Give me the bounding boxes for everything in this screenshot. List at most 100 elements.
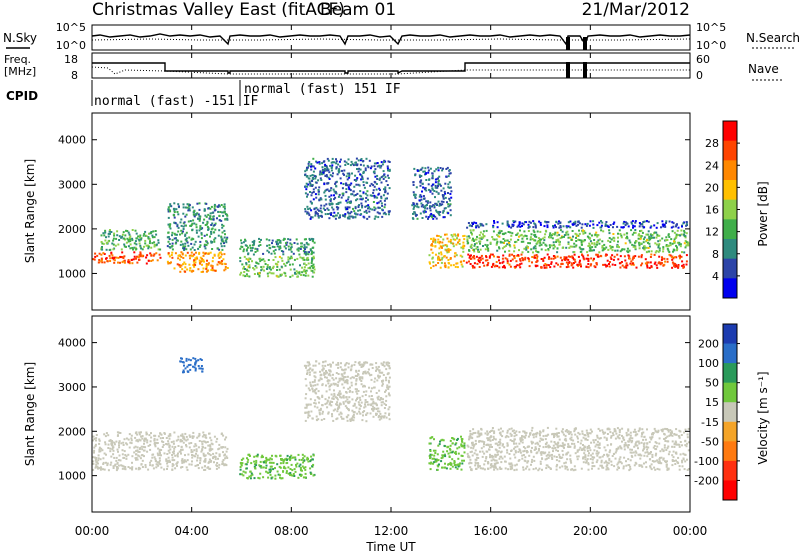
heatmap-cell — [557, 435, 560, 438]
heatmap-cell — [192, 211, 195, 214]
heatmap-cell — [288, 457, 291, 460]
heatmap-cell — [153, 243, 156, 246]
heatmap-cell — [263, 269, 266, 272]
heatmap-cell — [335, 418, 338, 421]
heatmap-cell — [385, 395, 388, 398]
heatmap-cell — [460, 444, 463, 447]
heatmap-cell — [280, 477, 283, 480]
heatmap-cell — [503, 446, 506, 449]
heatmap-cell — [276, 265, 279, 268]
heatmap-cell — [98, 446, 101, 449]
heatmap-cell — [343, 173, 345, 176]
heatmap-cell — [577, 264, 580, 267]
heatmap-cell — [606, 259, 609, 262]
heatmap-cell — [584, 434, 587, 437]
heatmap-cell — [310, 216, 313, 219]
heatmap-cell — [118, 454, 121, 457]
heatmap-cell — [427, 183, 430, 186]
heatmap-cell — [312, 198, 315, 201]
heatmap-cell — [312, 170, 315, 173]
heatmap-cell — [311, 417, 314, 420]
heatmap-cell — [168, 446, 171, 449]
heatmap-cell — [373, 217, 376, 220]
heatmap-cell — [214, 237, 217, 240]
heatmap-cell — [211, 260, 214, 263]
heatmap-cell — [166, 460, 169, 462]
heatmap-cell — [287, 466, 290, 469]
heatmap-cell — [614, 264, 617, 266]
heatmap-cell — [95, 457, 98, 459]
heatmap-cell — [668, 220, 671, 223]
heatmap-cell — [599, 456, 602, 459]
heatmap-cell — [97, 457, 100, 460]
heatmap-cell — [355, 157, 358, 160]
heatmap-cell — [135, 467, 138, 470]
heatmap-cell — [113, 259, 116, 262]
heatmap-cell — [168, 243, 171, 245]
heatmap-cell — [594, 233, 597, 236]
heatmap-cell — [548, 244, 551, 247]
heatmap-cell — [191, 228, 194, 231]
heatmap-cell — [511, 232, 514, 235]
heatmap-cell — [268, 239, 271, 242]
heatmap-cell — [662, 264, 665, 267]
heatmap-cell — [307, 403, 310, 406]
heatmap-cell — [378, 410, 381, 413]
heatmap-cell — [527, 257, 530, 260]
heatmap-cell — [154, 458, 157, 461]
heatmap-cell — [308, 368, 311, 371]
heatmap-cell — [373, 180, 376, 183]
heatmap-cell — [676, 249, 678, 252]
heatmap-cell — [427, 200, 429, 203]
power-colorbar-swatch — [723, 239, 737, 260]
heatmap-cell — [117, 450, 119, 453]
heatmap-cell — [527, 230, 530, 232]
heatmap-cell — [328, 178, 331, 180]
heatmap-cell — [422, 170, 425, 173]
heatmap-cell — [578, 261, 581, 264]
heatmap-cell — [279, 462, 282, 465]
heatmap-cell — [312, 240, 314, 243]
heatmap-cell — [131, 239, 134, 242]
heatmap-cell — [387, 393, 390, 396]
heatmap-cell — [364, 192, 367, 195]
heatmap-cell — [130, 259, 133, 261]
heatmap-cell — [256, 453, 259, 456]
heatmap-cell — [647, 250, 650, 253]
heatmap-cell — [345, 396, 348, 399]
power-colorbar-tick-label: 12 — [705, 226, 719, 239]
heatmap-cell — [623, 233, 626, 236]
heatmap-cell — [481, 450, 484, 453]
heatmap-cell — [149, 240, 151, 243]
heatmap-cell — [366, 190, 369, 193]
heatmap-cell — [466, 226, 469, 229]
heatmap-cell — [370, 373, 373, 376]
heatmap-cell — [441, 456, 444, 459]
heatmap-cell — [322, 361, 325, 364]
heatmap-cell — [617, 436, 620, 439]
heatmap-cell — [108, 254, 111, 257]
heatmap-cell — [163, 452, 166, 455]
heatmap-cell — [342, 369, 345, 372]
heatmap-cell — [645, 246, 648, 249]
heatmap-cell — [456, 437, 459, 440]
heatmap-cell — [648, 245, 651, 248]
heatmap-cell — [264, 263, 267, 265]
heatmap-cell — [295, 465, 298, 468]
heatmap-cell — [335, 377, 338, 380]
heatmap-cell — [379, 177, 382, 180]
heatmap-cell — [263, 260, 266, 263]
heatmap-cell — [608, 232, 611, 235]
heatmap-cell — [473, 244, 476, 247]
heatmap-cell — [622, 436, 625, 439]
heatmap-cell — [471, 441, 474, 444]
heatmap-cell — [570, 238, 573, 241]
heatmap-cell — [542, 259, 545, 262]
heatmap-cell — [359, 173, 362, 176]
heatmap-cell — [571, 442, 573, 445]
heatmap-cell — [99, 458, 102, 461]
heatmap-cell — [247, 265, 250, 268]
heatmap-cell — [496, 265, 499, 268]
heatmap-cell — [344, 208, 347, 211]
heatmap-cell — [349, 377, 352, 380]
